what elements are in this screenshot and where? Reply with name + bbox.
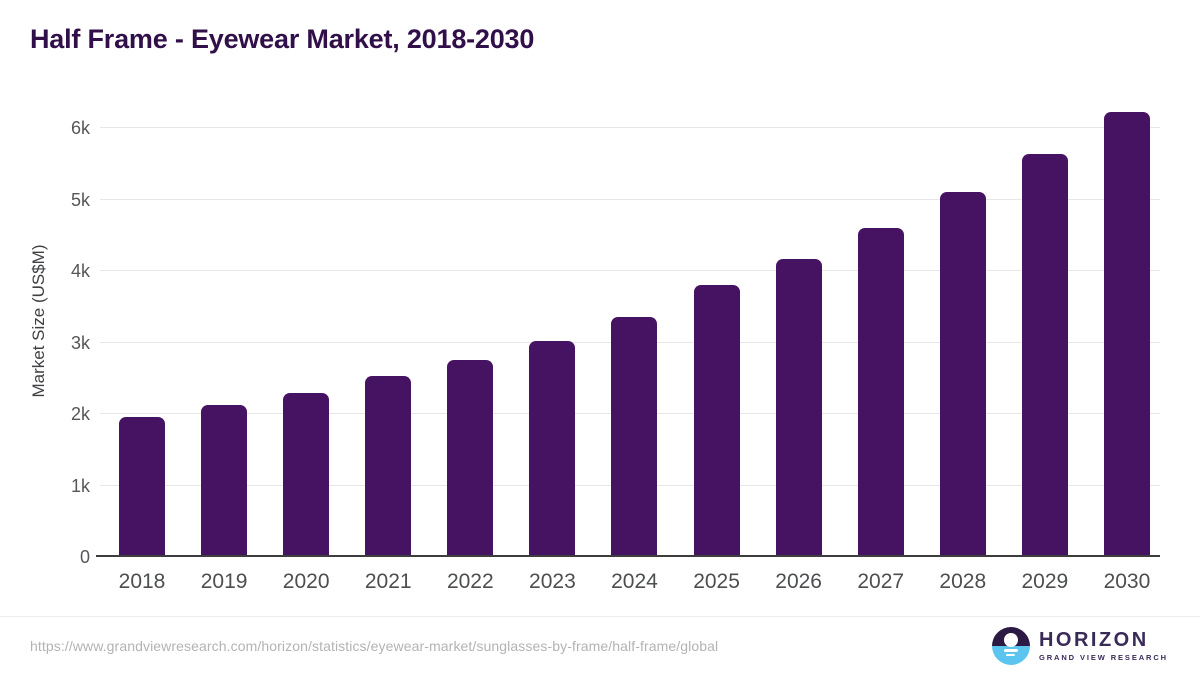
x-tick-label-2024: 2024 [611, 570, 658, 593]
source-url: https://www.grandviewresearch.com/horizo… [30, 638, 719, 654]
bar-column-2027: 2027 [857, 100, 904, 593]
gridline-5000 [100, 198, 1160, 200]
bar-2024[interactable] [611, 316, 658, 557]
bar-2027[interactable] [857, 228, 904, 557]
bar-column-2025: 2025 [693, 100, 740, 593]
y-tick-label-4k: 4k [70, 261, 90, 281]
bar-column-2023: 2023 [529, 100, 576, 593]
y-tick-label-6k: 6k [70, 118, 90, 138]
x-tick-label-2022: 2022 [446, 570, 494, 593]
horizon-logo: HORIZON GRAND VIEW RESEARCH [991, 627, 1168, 665]
bar-column-2026: 2026 [775, 100, 822, 593]
footer: https://www.grandviewresearch.com/horizo… [0, 616, 1200, 675]
y-tick-label-5k: 5k [70, 189, 90, 210]
x-tick-label-2025: 2025 [693, 570, 740, 593]
logo-subtitle: GRAND VIEW RESEARCH [1038, 653, 1168, 662]
logo-name: HORIZON [1038, 629, 1149, 651]
y-tick-label-2k: 2k [70, 404, 90, 424]
x-tick-label-2027: 2027 [857, 570, 905, 593]
bar-2030[interactable] [1103, 112, 1150, 557]
x-tick-label-2019: 2019 [200, 570, 248, 593]
bar-column-2028: 2028 [939, 100, 986, 593]
bar-column-2029: 2029 [1021, 100, 1068, 593]
logo-text: HORIZON GRAND VIEW RESEARCH [1039, 630, 1168, 662]
bars-container: 2018 2019 2020 2021 2022 2023 2024 2025 2026 2027… [100, 100, 1160, 593]
bar-column-2019: 2019 [201, 100, 248, 593]
logo-reflection-shape [1006, 653, 1016, 656]
bar-column-2030: 2030 [1103, 100, 1150, 593]
bar-2026[interactable] [775, 258, 822, 557]
x-tick-label-2018: 2018 [118, 570, 166, 593]
bar-2025[interactable] [693, 285, 740, 557]
x-axis-line [96, 555, 1160, 557]
bar-2022[interactable] [447, 360, 494, 557]
x-tick-label-2020: 2020 [282, 570, 330, 593]
chart-title: Half Frame - Eyewear Market, 2018-2030 [30, 24, 535, 54]
y-axis-ticks: 0 1k 2k 3k 4k 5k 6k [0, 100, 90, 567]
bar-2021[interactable] [365, 376, 412, 557]
bar-column-2022: 2022 [447, 100, 494, 593]
y-tick-label-3k: 3k [70, 332, 90, 353]
bar-2028[interactable] [939, 192, 986, 557]
x-tick-label-2023: 2023 [529, 570, 576, 593]
bar-2018[interactable] [119, 416, 165, 557]
gridline-4000 [100, 270, 1160, 271]
bar-column-2024: 2024 [611, 100, 658, 593]
bar-2029[interactable] [1021, 154, 1068, 557]
logo-reflection-shape [1003, 648, 1018, 652]
horizon-sunset-icon [991, 627, 1030, 665]
bar-2023[interactable] [529, 341, 576, 557]
bar-column-2018: 2018 [119, 100, 165, 593]
gridline-6000 [100, 127, 1160, 128]
x-tick-label-2021: 2021 [364, 570, 412, 593]
plot-area: 2018 2019 2020 2021 2022 2023 2024 2025 2026 2027… [96, 100, 1160, 593]
y-tick-label-0: 0 [79, 547, 90, 567]
bar-2019[interactable] [201, 404, 248, 557]
bar-column-2021: 2021 [365, 100, 412, 593]
x-tick-label-2029: 2029 [1021, 570, 1069, 593]
bar-column-2020: 2020 [283, 100, 330, 593]
bar-2020[interactable] [283, 392, 330, 557]
x-tick-label-2028: 2028 [939, 570, 987, 593]
y-tick-label-1k: 1k [70, 475, 90, 496]
x-tick-label-2030: 2030 [1103, 570, 1151, 593]
logo-sun-shape [1003, 633, 1018, 647]
x-tick-label-2026: 2026 [775, 570, 822, 593]
